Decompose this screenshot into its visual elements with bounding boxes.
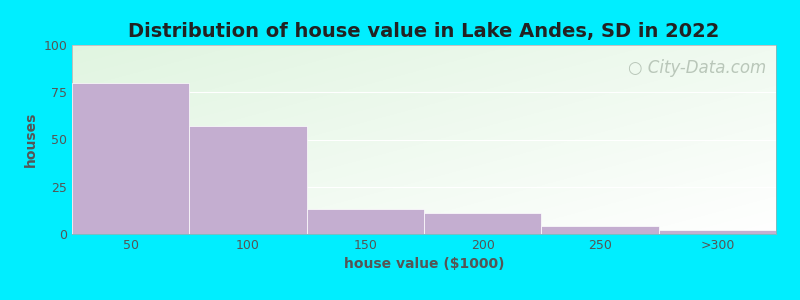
Text: ○ City-Data.com: ○ City-Data.com <box>628 59 766 77</box>
Bar <box>190 126 306 234</box>
Bar <box>72 83 190 234</box>
Y-axis label: houses: houses <box>24 112 38 167</box>
Bar <box>424 213 542 234</box>
X-axis label: house value ($1000): house value ($1000) <box>344 257 504 272</box>
Title: Distribution of house value in Lake Andes, SD in 2022: Distribution of house value in Lake Ande… <box>128 22 720 41</box>
Bar <box>542 226 658 234</box>
Bar <box>658 230 776 234</box>
Bar <box>306 209 424 234</box>
